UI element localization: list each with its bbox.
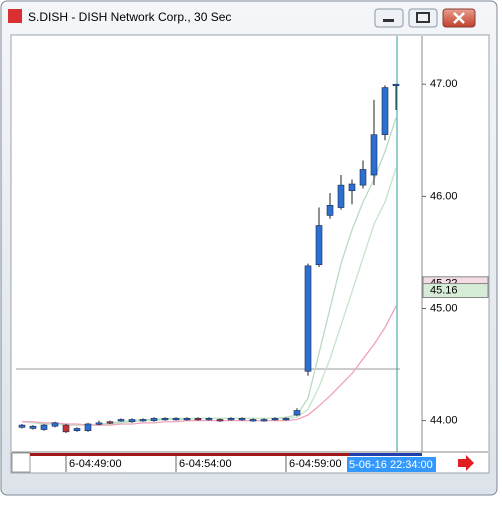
candle-body <box>326 205 334 216</box>
x-tick-label: 6-04:54:00 <box>179 458 232 470</box>
candle-body <box>29 425 37 429</box>
candle-body <box>348 183 356 192</box>
candle-body <box>238 418 246 421</box>
candle-body <box>370 134 378 176</box>
y-tick-label: 47.00 <box>430 78 458 90</box>
price-marker-label: 45.16 <box>430 284 458 296</box>
candle-body <box>183 418 191 421</box>
candle-body <box>128 419 136 423</box>
y-tick-label: 44.00 <box>430 415 458 427</box>
candle-body <box>73 428 81 431</box>
candle-body <box>84 423 92 431</box>
scroll-right-arrow[interactable] <box>458 455 474 471</box>
maximize-icon <box>416 12 430 23</box>
candle-body <box>359 169 367 186</box>
y-tick-label: 45.00 <box>430 302 458 314</box>
close-icon <box>453 12 465 24</box>
time-scroll-bar <box>30 453 350 456</box>
candle-body <box>337 184 345 208</box>
candle-body <box>260 419 268 422</box>
candle-body <box>392 83 400 87</box>
candle-body <box>172 418 180 421</box>
candle-body <box>117 419 125 422</box>
candle-body <box>95 422 103 425</box>
candle-body <box>139 419 147 422</box>
corner-box <box>11 452 31 473</box>
candle-body <box>18 424 26 428</box>
moving-average <box>22 305 397 426</box>
candle-body <box>161 418 169 421</box>
candle-body <box>62 424 70 433</box>
maximize-button[interactable] <box>408 8 438 28</box>
price-marker <box>422 283 489 299</box>
candle-body <box>194 418 202 421</box>
x-tick-label: 6-04:49:00 <box>69 458 122 470</box>
candle-body <box>205 418 213 421</box>
y-tick-label: 46.00 <box>430 190 458 202</box>
candle-body <box>315 225 323 266</box>
candle-body <box>282 418 290 421</box>
candle-body <box>51 422 59 427</box>
cursor-label-box <box>347 457 436 472</box>
minimize-button[interactable] <box>374 8 404 28</box>
window-title: S.DISH - DISH Network Corp., 30 Sec <box>28 10 231 24</box>
cursor-label: 5-06-16 22:34:00 <box>349 459 433 471</box>
candle-body <box>40 424 48 430</box>
x-tick-label: 6-04:59:00 <box>289 458 342 470</box>
candle-body <box>304 265 312 372</box>
candle-body <box>150 418 158 421</box>
candle-body <box>216 419 224 422</box>
minimize-icon <box>383 19 394 22</box>
candle-body <box>293 410 301 416</box>
candle-body <box>227 418 235 421</box>
app-icon <box>8 9 22 23</box>
plot-area <box>12 36 422 452</box>
candle-body <box>106 421 114 424</box>
candle-body <box>271 418 279 421</box>
time-scroll-bar <box>350 453 422 456</box>
candle-body <box>381 87 389 135</box>
candle-body <box>249 419 257 422</box>
